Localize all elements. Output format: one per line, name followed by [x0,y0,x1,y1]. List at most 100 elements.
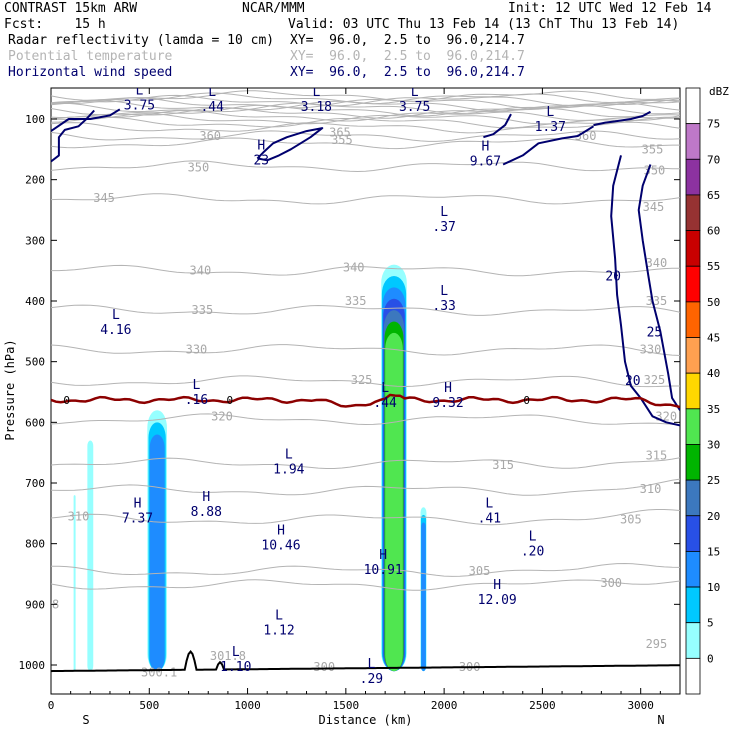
extremum-value: 1.37 [535,120,566,135]
extremum-type: H [493,578,501,593]
x-tick-label: 3000 [627,699,654,712]
theta-label: 300.1 [141,665,177,679]
theta-contour [51,413,680,426]
theta-contour [51,509,680,526]
extremum-low: L1.94 [273,448,304,478]
colorbar-label: 50 [707,296,720,309]
wind-contour-layer: 20 25 20 [51,108,680,427]
extremum-low: L.16 [185,378,208,408]
theta-label: 315 [492,458,514,472]
colorbar-box [685,337,701,374]
south-end-label: S [82,713,89,727]
extremum-value: 7.37 [122,511,153,526]
extremum-value: .20 [521,545,544,560]
extremum-low: L.33 [432,284,455,314]
extremum-low: L3.75 [124,88,155,114]
terrain-layer [51,650,680,673]
theta-contour [51,130,680,142]
wind-contour [593,110,651,127]
colorbar-box [685,372,701,410]
x-axis-label: Distance (km) [319,713,413,727]
colorbar-box [685,657,701,695]
extremum-value: 3.18 [301,100,332,115]
extremum-type: L [440,205,448,220]
y-tick-label: 800 [25,538,45,551]
y-tick-label: 700 [25,477,45,490]
wind-contour [51,109,95,163]
field-name-theta: Potential temperature [8,49,173,64]
wind-label: 20 [625,374,641,389]
extremum-value: .33 [432,299,455,314]
y-tick-label: 100 [25,113,45,126]
reflectivity-band [149,434,165,672]
colorbar-box [685,158,701,196]
theta-label: 315 [646,449,668,463]
extremum-value: 3.75 [124,99,155,114]
theta-label: 325 [351,373,373,387]
surface-terrain-line [51,650,680,673]
extremum-high: H9.32 [432,381,463,411]
theta-label: 295 [646,637,668,651]
x-tick-label: 500 [139,699,159,712]
extremum-value: 10.46 [261,539,300,554]
extremum-value: 9.67 [470,155,501,170]
colorbar-box [685,622,701,659]
reflectivity-band [73,495,76,672]
theta-label: 300 [600,576,622,590]
extremum-type: L [232,645,240,660]
extremum-value: .16 [185,393,208,408]
theta-label: 310 [68,509,90,523]
extremum-value: .37 [432,220,455,235]
theta-contour [51,90,680,102]
extremum-value: 1.12 [263,624,294,639]
theta-label: 345 [93,191,115,205]
extremum-low: L3.75 [399,88,430,115]
colorbar-label: 10 [707,581,720,594]
wind-label: 25 [647,325,663,340]
colorbar-box [685,301,701,338]
x-tick-label: 2500 [529,699,556,712]
extremum-value: .44 [200,100,224,115]
theta-label: 335 [646,294,668,308]
theta-label: 335 [345,294,367,308]
field-xy-wind: XY= 96.0, 2.5 to 96.0,214.7 [290,65,525,80]
colorbar-box [685,87,701,125]
extremum-type: L [440,284,448,299]
zero-contour-label: 0 [523,394,530,407]
theta-contour [51,193,680,205]
extremum-low: L.44 [373,381,397,411]
theta-label: 320 [211,409,233,423]
colorbar-label: 65 [707,189,720,202]
colorbar-box [685,123,701,160]
wind-contour [256,127,324,162]
zero-contour-label: 0 [63,394,70,407]
reflectivity-layer [73,264,427,672]
extremum-value: 3.75 [399,100,430,115]
extremum-type: L [546,105,554,120]
extremum-type: L [285,448,293,463]
theta-label: 335 [192,303,214,317]
extremum-low: L.37 [432,205,455,235]
theta-label: 360 [575,129,597,143]
theta-label: 340 [646,256,668,270]
y-tick-label: 500 [25,356,45,369]
x-tick-label: 2000 [431,699,458,712]
theta-contour [51,137,680,150]
extremum-low: L.41 [478,496,501,526]
theta-contour [51,107,680,119]
extremum-high: H8.88 [191,490,222,520]
extremum-value: 1.10 [220,660,251,675]
init-time: Init: 12 UTC Wed 12 Feb 14 [508,1,712,16]
wind-contour [483,113,512,139]
y-tick-label: 300 [25,234,45,247]
colorbar-box [685,444,701,481]
extremum-type: L [112,308,120,323]
colorbar-label: 20 [707,510,720,523]
extremum-low: L1.10 [220,645,251,675]
extremum-type: H [134,496,142,511]
theta-contour [51,104,680,117]
colorbar-label: 40 [707,367,720,380]
